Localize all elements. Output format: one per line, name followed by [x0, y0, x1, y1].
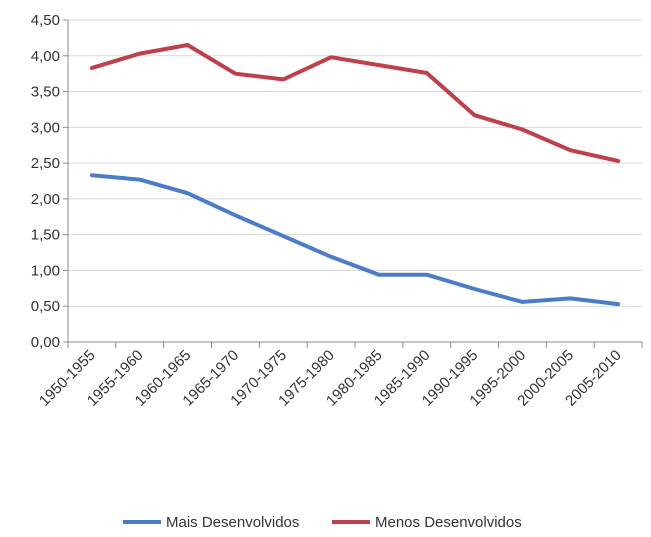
- series-line-mais-desenvolvidos: [89, 173, 621, 307]
- y-tick-label: 4,00: [31, 48, 60, 65]
- y-tick-label: 3,50: [31, 84, 60, 101]
- legend-label-menos-desenvolvidos: Menos Desenvolvidos: [375, 514, 522, 531]
- y-tick-label: 1,00: [31, 262, 60, 279]
- legend-label-mais-desenvolvidos: Mais Desenvolvidos: [166, 514, 299, 531]
- series-lines: [89, 43, 621, 307]
- y-tick-label: 4,50: [31, 12, 60, 29]
- y-tick-label: 0,50: [31, 298, 60, 315]
- y-tick-label: 2,00: [31, 191, 60, 208]
- y-tick-label: 1,50: [31, 227, 60, 244]
- legend: Mais Desenvolvidos Menos Desenvolvidos: [123, 514, 522, 531]
- y-axis-tick-labels: 0,00 0,50 1,00 1,50 2,00 2,50 3,00 3,50 4,00 4,50: [31, 12, 60, 351]
- gridlines: [68, 19, 642, 307]
- x-axis-tick-labels: 1950-19551955-19601960-19651965-19701970…: [36, 347, 625, 410]
- y-tick-label: 2,50: [31, 155, 60, 172]
- y-tick-label: 0,00: [31, 334, 60, 351]
- axes: [63, 19, 643, 348]
- series-line-menos-desenvolvidos: [89, 43, 621, 163]
- y-tick-label: 3,00: [31, 119, 60, 136]
